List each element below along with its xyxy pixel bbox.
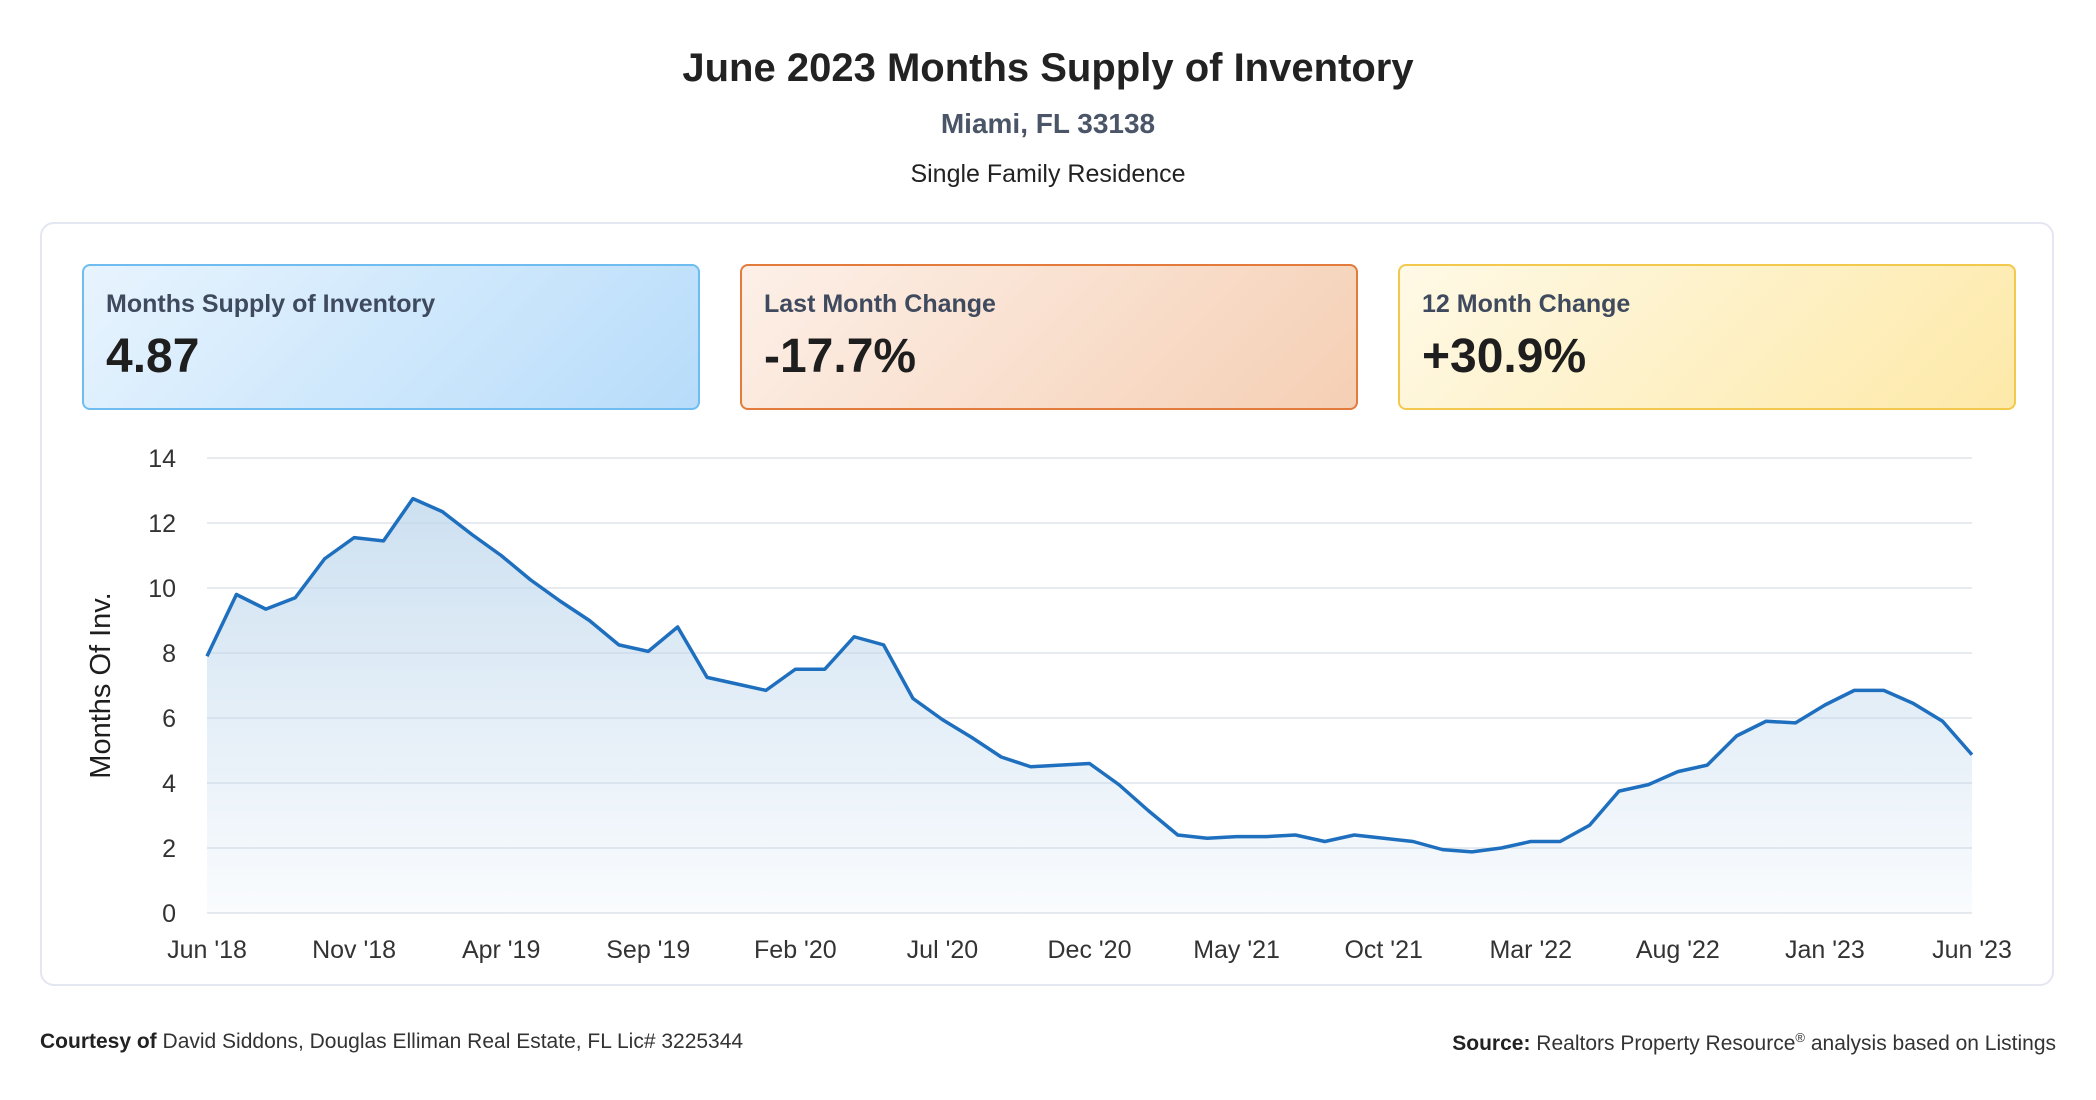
page-title: June 2023 Months Supply of Inventory <box>682 46 1414 90</box>
courtesy-label: Courtesy of <box>40 1030 157 1053</box>
x-tick-label: Oct '21 <box>1344 936 1422 964</box>
months-supply-label: Months Supply of Inventory <box>106 290 436 318</box>
x-tick-label: Nov '18 <box>312 936 396 964</box>
x-tick-label: Sep '19 <box>606 936 690 964</box>
x-tick-label: Apr '19 <box>462 936 540 964</box>
y-axis-label: Months Of Inv. <box>85 592 117 778</box>
source-footer: Source: Realtors Property Resource® anal… <box>1452 1030 2056 1056</box>
x-tick-label: Jun '18 <box>167 936 247 964</box>
x-tick-label: Aug '22 <box>1636 936 1720 964</box>
x-tick-label: May '21 <box>1193 936 1280 964</box>
series-area-fill <box>207 498 1972 913</box>
twelve-month-change-label: 12 Month Change <box>1422 290 1631 318</box>
source-label: Source: <box>1452 1032 1531 1055</box>
courtesy-text: David Siddons, Douglas Elliman Real Esta… <box>162 1030 744 1053</box>
months-supply-value: 4.87 <box>106 330 200 383</box>
courtesy-footer: Courtesy of David Siddons, Douglas Ellim… <box>40 1030 743 1054</box>
y-tick-label-8: 8 <box>162 640 176 668</box>
x-tick-label: Jul '20 <box>907 936 978 964</box>
y-tick-label-0: 0 <box>162 900 176 928</box>
last-month-change-value: -17.7% <box>764 330 917 383</box>
twelve-month-change-card: 12 Month Change +30.9% <box>1398 264 2016 410</box>
location-subtitle: Miami, FL 33138 <box>940 108 1156 139</box>
months-supply-card: Months Supply of Inventory 4.87 <box>82 264 700 410</box>
x-tick-label: Mar '22 <box>1489 936 1572 964</box>
property-type-label: Single Family Residence <box>910 160 1186 188</box>
y-tick-label-14: 14 <box>148 445 176 473</box>
twelve-month-change-value: +30.9% <box>1422 330 1587 383</box>
last-month-change-label: Last Month Change <box>764 290 996 318</box>
y-tick-label-2: 2 <box>162 835 176 863</box>
y-tick-label-4: 4 <box>162 770 176 798</box>
x-tick-label: Feb '20 <box>754 936 837 964</box>
inventory-line-chart: 0 2 4 6 8 10 12 14 Months Of Inv. Jun '18 Nov '18 A… <box>85 445 2012 964</box>
y-tick-label-10: 10 <box>148 575 176 603</box>
registered-mark: ® <box>1795 1030 1805 1045</box>
source-text-2: analysis based on Listings <box>1810 1032 2056 1055</box>
series-line <box>205 496 1974 854</box>
x-tick-label: Jan '23 <box>1785 936 1865 964</box>
x-tick-label: Jun '23 <box>1932 936 2012 964</box>
x-tick-label: Dec '20 <box>1048 936 1132 964</box>
y-tick-label-12: 12 <box>148 510 176 538</box>
y-tick-label-6: 6 <box>162 705 176 733</box>
source-text: Realtors Property Resource <box>1536 1032 1796 1055</box>
last-month-change-card: Last Month Change -17.7% <box>740 264 1358 410</box>
